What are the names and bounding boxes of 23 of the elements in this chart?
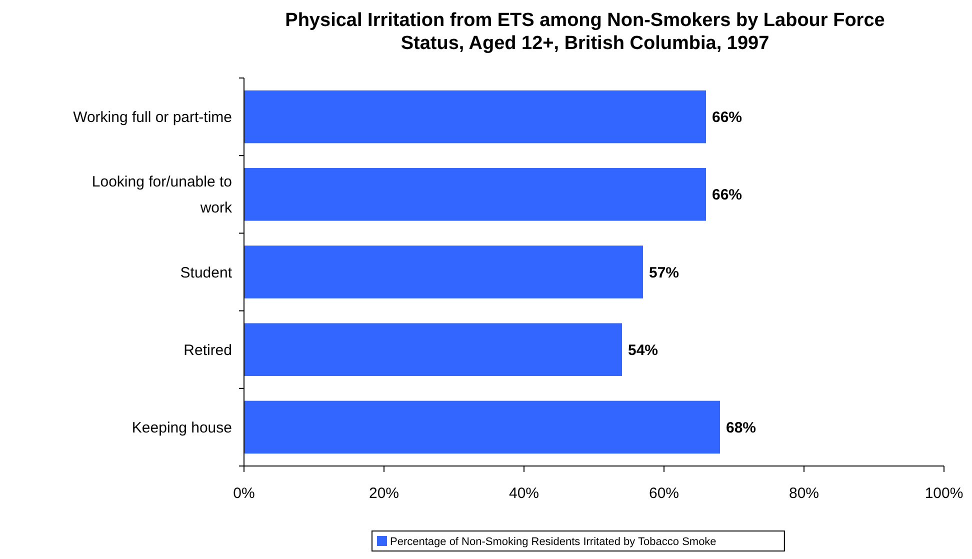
data-label: 66% [712,186,742,204]
bar [244,168,706,221]
data-label: 54% [628,342,658,359]
data-label: 57% [649,264,680,282]
bar [244,246,643,298]
bar [244,90,706,144]
y-tick-label: Student [180,264,233,282]
data-label: 68% [726,419,756,436]
x-tick-label: 100% [924,485,964,502]
x-tick-label: 0% [233,485,255,502]
legend-label: Percentage of Non-Smoking Residents Irritated by Tobacco Smoke [390,536,716,548]
data-label: 66% [712,109,742,126]
bar [244,400,720,454]
x-tick-label: 40% [508,485,540,502]
y-tick-label: Retired [184,342,232,359]
chart-title: Physical Irritation from ETS among Non-Smokers by Labour Force Status, Aged 12+, British Columbia, 1997 [285,10,885,54]
x-tick-label: 80% [788,485,820,502]
x-tick-label: 20% [368,485,400,502]
y-tick-label: Keeping house [132,419,232,436]
y-tick-label: Working full or part-time [73,109,232,126]
y-tick-label: Looking for/unable to work [92,174,232,217]
bar [244,323,622,376]
x-tick-label: 60% [648,485,680,502]
